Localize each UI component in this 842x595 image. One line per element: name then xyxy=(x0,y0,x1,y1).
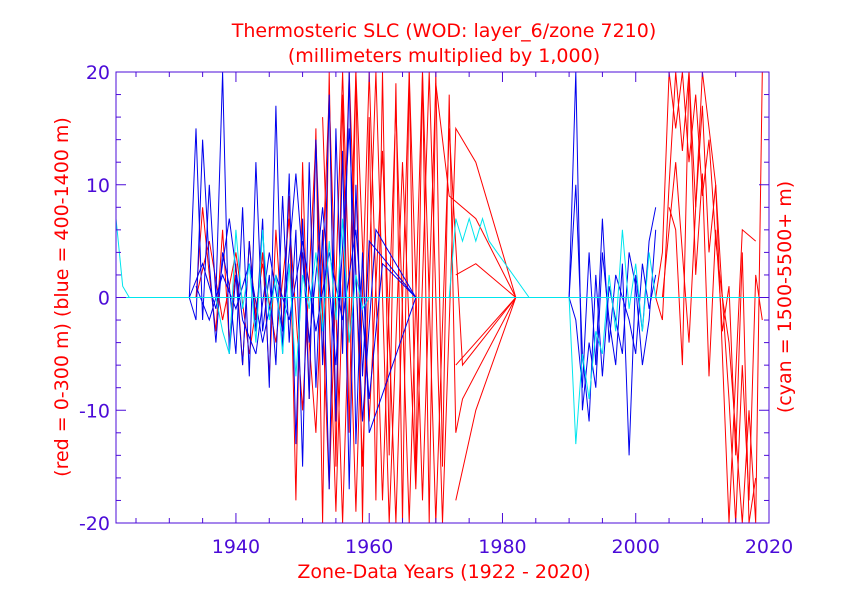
y-axis-label-left: (red = 0-300 m) (blue = 400-1400 m) xyxy=(51,117,73,477)
chart-subtitle: (millimeters multiplied by 1,000) xyxy=(288,45,600,67)
series-line-cyan xyxy=(215,218,370,377)
y-axis: -20 -10 0 10 20 xyxy=(79,62,769,535)
series-line-cyan xyxy=(116,218,130,298)
series-line-red xyxy=(455,297,517,501)
x-tick-label: 2020 xyxy=(745,536,793,558)
series-line-red xyxy=(302,72,517,523)
series-line-cyan xyxy=(568,229,657,445)
x-tick-label: 1940 xyxy=(212,536,260,558)
y-tick-label: -20 xyxy=(79,513,110,535)
y-tick-label: 0 xyxy=(98,288,110,310)
series-line-red xyxy=(455,263,517,298)
series-line-blue xyxy=(195,229,417,400)
x-tick-label: 2000 xyxy=(612,536,660,558)
y-axis-label-right: (cyan = 1500-5500+ m) xyxy=(774,181,796,413)
series-line-red xyxy=(661,72,757,523)
series-line-red xyxy=(655,72,763,523)
x-tick-label: 1980 xyxy=(478,536,526,558)
chart-title: Thermosteric SLC (WOD: layer_6/zone 7210… xyxy=(231,20,657,42)
series-line-cyan xyxy=(448,216,530,298)
y-tick-label: 10 xyxy=(86,175,110,197)
series-layer xyxy=(116,72,769,523)
series-line-red xyxy=(322,72,517,523)
y-tick-label: -10 xyxy=(79,400,110,422)
x-tick-label: 1960 xyxy=(345,536,393,558)
x-axis: 1940 1960 1980 2000 2020 xyxy=(135,72,793,558)
series-line-blue xyxy=(568,218,657,388)
y-tick-label: 20 xyxy=(86,62,110,84)
series-line-red xyxy=(455,297,517,366)
series-line-red xyxy=(668,72,757,523)
x-axis-label: Zone-Data Years (1922 - 2020) xyxy=(297,561,590,583)
